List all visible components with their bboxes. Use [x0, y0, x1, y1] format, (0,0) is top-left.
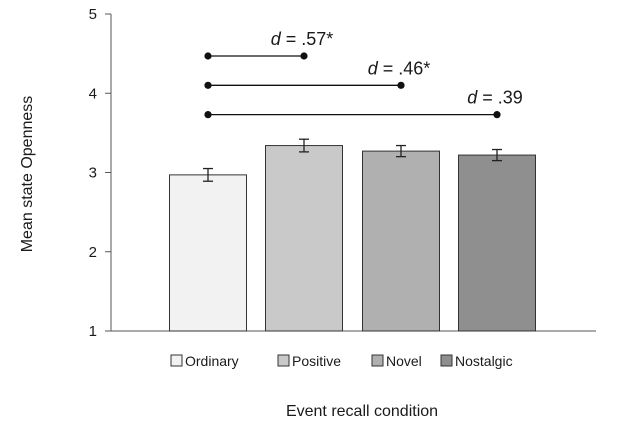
x-axis-label: Event recall condition: [286, 403, 438, 420]
comparison-endpoint: [300, 52, 308, 60]
y-tick-label: 2: [89, 244, 97, 261]
effect-size-symbol: d: [368, 58, 379, 78]
legend-label: Novel: [386, 353, 422, 369]
effect-size-value: = .39: [477, 88, 523, 108]
legend-swatch: [440, 354, 453, 367]
effect-size-symbol: d: [271, 29, 282, 49]
effect-size-value: = .57*: [281, 29, 334, 49]
bar-ordinary: [169, 174, 247, 332]
effect-size-label: d = .46*: [368, 58, 431, 78]
bar-novel: [362, 150, 440, 332]
comparison-endpoint: [397, 81, 405, 89]
effect-size-value: = .46*: [378, 58, 431, 78]
legend-label: Nostalgic: [455, 353, 513, 369]
y-tick-label: 4: [89, 85, 97, 102]
effect-size-label: d = .39: [467, 88, 523, 108]
legend-label: Positive: [292, 353, 341, 369]
effect-size-label: d = .57*: [271, 29, 334, 49]
comparison-endpoint: [204, 111, 212, 119]
comparison-endpoint: [204, 81, 212, 89]
legend-swatch: [170, 354, 183, 367]
bar-nostalgic: [458, 154, 536, 332]
legend-label: Ordinary: [185, 353, 239, 369]
bar-positive: [265, 145, 343, 332]
legend-swatch: [371, 354, 384, 367]
y-tick-label: 1: [89, 323, 97, 340]
comparison-endpoint: [204, 52, 212, 60]
y-tick-label: 5: [89, 6, 97, 23]
legend: Ordinary Positive Novel Nostalgic: [170, 353, 513, 369]
comparison-endpoint: [493, 111, 501, 119]
bars: [169, 138, 536, 332]
y-tick-label: 3: [89, 165, 97, 182]
y-axis-label: Mean state Openness: [19, 96, 36, 253]
effect-size-symbol: d: [467, 88, 478, 108]
legend-swatch: [277, 354, 290, 367]
comparisons: d = .57*d = .46*d = .39: [204, 29, 523, 119]
